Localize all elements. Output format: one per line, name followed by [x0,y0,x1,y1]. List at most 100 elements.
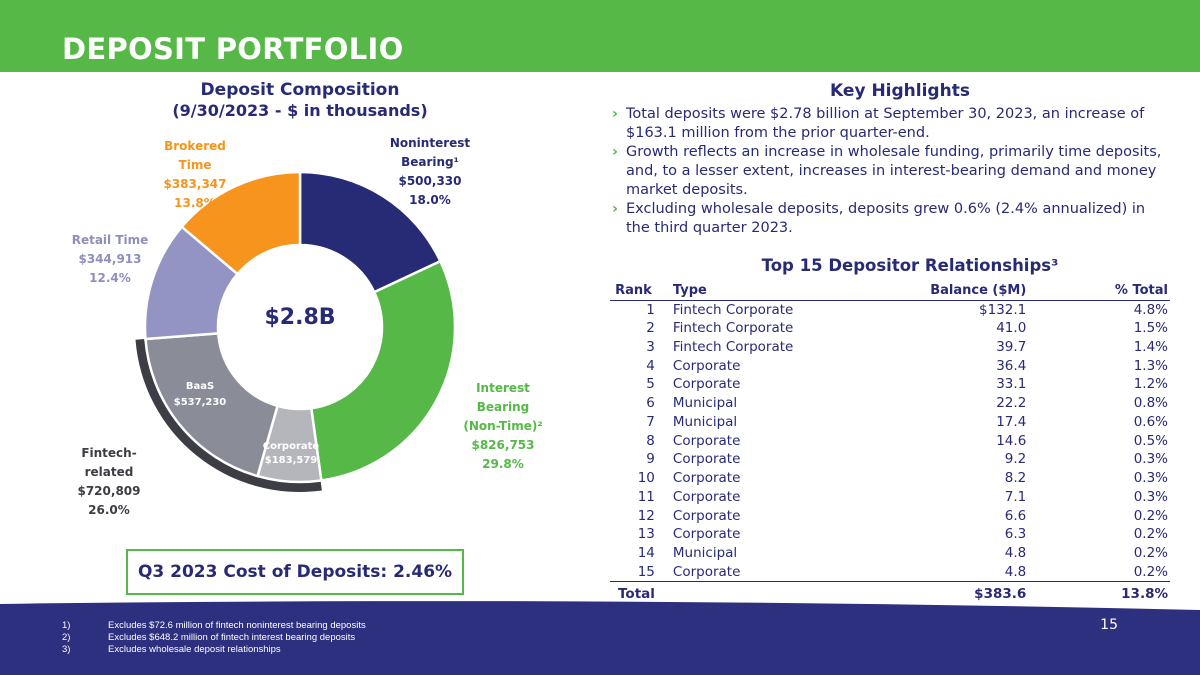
chart-title: Deposit Composition [200,80,400,100]
cost-of-deposits-box: Q3 2023 Cost of Deposits: 2.46% [126,549,464,595]
footnote-text: Excludes wholesale deposit relationships [108,644,281,655]
table-row: 12 Corporate 6.6 0.2% [610,506,1170,525]
label-amount: $537,230 [173,397,227,408]
footer-band [0,601,1200,675]
label-name-line: Noninterest [389,136,471,150]
donut-slice-baas [144,332,280,478]
cell-pct: 0.5% [1133,432,1168,449]
cell-pct: 1.3% [1133,357,1168,374]
label-name-line: Bearing¹ [401,155,459,169]
cell-pct: 0.2% [1133,563,1168,580]
table-row: 15 Corporate 4.8 0.2% [610,563,1170,582]
donut-slice-brokered-time [180,170,302,276]
col-header-type: Type [670,281,870,301]
cell-rank: 14 [637,545,655,562]
cell-balance: 4.8 [1004,545,1027,562]
cell-type: Corporate [672,526,741,543]
label-name-line: Brokered Time [164,139,226,172]
highlight-item: Excluding wholesale deposits, deposits g… [612,200,1167,238]
label-name-line: Interest Bearing [476,381,530,414]
cell-type: Corporate [672,451,741,468]
cell-rank: 11 [637,488,655,505]
label-amount: $720,809 [77,484,141,498]
highlight-item: Growth reflects an increase in wholesale… [612,143,1167,200]
cell-rank: 5 [646,376,655,393]
cell-pct: 1.2% [1133,376,1168,393]
cell-pct: 4.8% [1133,301,1168,318]
col-header-pct: % Total [1028,281,1170,301]
cell-type: Corporate [672,488,741,505]
cell-pct: 1.5% [1133,320,1168,337]
label-pct: 29.8% [482,457,524,471]
donut-center-label: $2.8B [264,305,335,330]
page-number: 15 [1100,617,1118,633]
cell-rank: 4 [646,357,655,374]
footnote-num: 3) [62,644,71,655]
cell-type: Corporate [672,357,741,374]
cell-pct: 0.8% [1133,395,1168,412]
table-row: 3 Fintech Corporate 39.7 1.4% [610,338,1170,357]
table-total-row: Total $383.6 13.8% [610,580,1170,606]
top15-title: Top 15 Depositor Relationships³ [761,256,1059,275]
top15-table: Rank Type Balance ($M) % Total 1 Fintech … [610,281,1170,606]
label-amount: $500,330 [398,174,462,188]
cell-rank: 3 [646,338,655,355]
footer-shape [0,601,1200,675]
table-row: 4 Corporate 36.4 1.3% [610,356,1170,375]
label-amount: $183,579 [264,455,318,466]
footnote-item: 2) Excludes $648.2 million of fintech int… [62,632,366,644]
cell-type: Corporate [672,507,741,524]
cell-balance: $132.1 [979,301,1027,318]
cell-rank: 12 [637,507,655,524]
label-retail-time: Retail Time $344,913 12.4% [65,231,155,288]
cell-rank: 8 [646,432,655,449]
table-row: 11 Corporate 7.1 0.3% [610,488,1170,507]
cell-type: Fintech Corporate [672,301,794,318]
table-header-row: Rank Type Balance ($M) % Total [610,281,1170,301]
label-amount: $826,753 [471,438,535,452]
cell-pct: 0.3% [1133,470,1168,487]
cell-pct: 0.2% [1133,526,1168,543]
col-header-balance: Balance ($M) [869,281,1029,301]
total-balance: $383.6 [869,580,1029,606]
cell-type: Corporate [672,376,741,393]
cell-pct: 0.3% [1133,451,1168,468]
label-baas: BaaS $537,230 [165,379,235,411]
footnote-num: 1) [62,620,71,631]
cell-rank: 9 [646,451,655,468]
cell-pct: 0.3% [1133,488,1168,505]
label-pct: 13.8% [174,196,216,210]
col-header-rank: Rank [610,281,671,301]
label-pct: 12.4% [89,271,131,285]
label-interest-bearing: Interest Bearing (Non-Time)² $826,753 29… [448,379,558,474]
donut-slice-interest-bearing-non-time [309,259,457,482]
label-fintech-related: Fintech-related $720,809 26.0% [62,444,156,520]
table-row: 7 Municipal 17.4 0.6% [610,413,1170,432]
chart-subtitle: (9/30/2023 - $ in thousands) [172,101,428,120]
cell-balance: 39.7 [996,338,1027,355]
cell-balance: 4.8 [1004,563,1027,580]
table-row: 14 Municipal 4.8 0.2% [610,544,1170,563]
header-bar: DEPOSIT PORTFOLIO [0,0,1200,72]
cell-pct: 0.2% [1133,507,1168,524]
cell-pct: 0.6% [1133,413,1168,430]
table-row: 8 Corporate 14.6 0.5% [610,431,1170,450]
highlight-item: Total deposits were $2.78 billion at Sep… [612,105,1167,143]
label-name-line: BaaS [185,381,215,392]
cell-balance: 8.2 [1004,470,1027,487]
total-label: Total [610,580,671,606]
cell-balance: 7.1 [1004,488,1027,505]
cell-balance: 33.1 [996,376,1027,393]
cell-balance: 9.2 [1004,451,1027,468]
cell-type: Corporate [672,470,741,487]
cell-pct: 1.4% [1133,338,1168,355]
label-name-line: Retail Time [71,233,149,247]
cell-pct: 0.2% [1133,545,1168,562]
cell-rank: 10 [637,470,655,487]
cell-type: Municipal [672,545,738,562]
label-corporate: Corporate $183,579 [258,440,324,468]
label-pct: 18.0% [409,193,451,207]
cell-rank: 1 [646,301,655,318]
cell-type: Fintech Corporate [672,338,794,355]
highlights-list: Total deposits were $2.78 billion at Sep… [612,105,1167,238]
